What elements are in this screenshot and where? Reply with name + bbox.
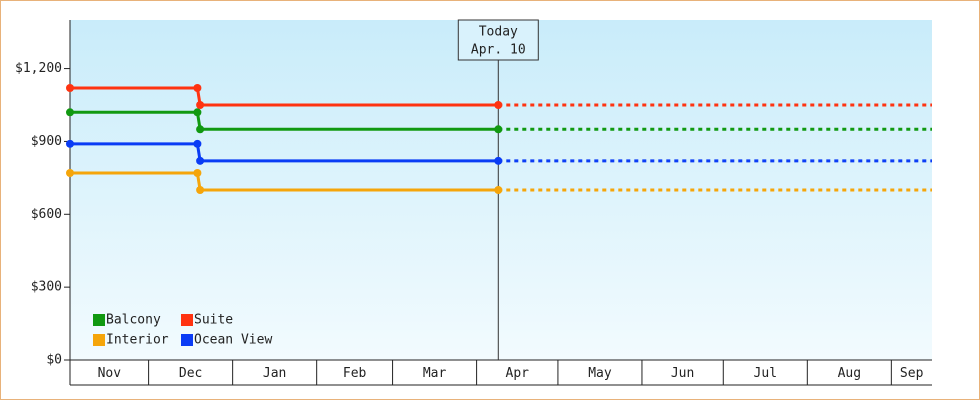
y-tick-label: $600 bbox=[31, 207, 62, 222]
x-tick-label: Apr bbox=[506, 366, 530, 381]
x-tick-label: Jan bbox=[263, 366, 286, 381]
point bbox=[196, 125, 205, 134]
legend-label: Suite bbox=[194, 313, 233, 328]
point bbox=[66, 169, 74, 177]
point bbox=[196, 156, 205, 165]
series-line bbox=[70, 110, 499, 131]
point bbox=[494, 125, 503, 134]
legend-swatch bbox=[93, 334, 105, 346]
point bbox=[494, 156, 503, 165]
x-tick-label: Sep bbox=[900, 366, 924, 381]
series-line bbox=[70, 171, 499, 192]
today-label: Today bbox=[479, 25, 518, 40]
x-tick-label: May bbox=[588, 366, 612, 381]
point bbox=[494, 186, 503, 194]
y-tick-label: $300 bbox=[31, 280, 62, 295]
y-tick-label: $1,200 bbox=[15, 61, 62, 76]
point bbox=[66, 84, 74, 92]
point bbox=[193, 169, 202, 177]
point bbox=[196, 186, 205, 194]
today-box bbox=[457, 19, 539, 61]
point bbox=[193, 139, 202, 148]
x-tick-label: Jun bbox=[671, 366, 694, 381]
point bbox=[66, 108, 74, 117]
legend-swatch bbox=[181, 334, 193, 346]
y-tick-label: $900 bbox=[31, 134, 62, 149]
legend-label: Interior bbox=[106, 333, 169, 348]
legend-swatch bbox=[181, 314, 193, 326]
legend-label: Ocean View bbox=[194, 333, 272, 348]
point bbox=[494, 101, 503, 109]
x-tick-label: Dec bbox=[179, 366, 202, 381]
legend-label: Balcony bbox=[106, 313, 161, 328]
series-line bbox=[70, 86, 499, 107]
x-tick-label: Jul bbox=[754, 366, 777, 381]
x-tick-label: Nov bbox=[98, 366, 122, 381]
point bbox=[196, 101, 205, 109]
legend-swatch bbox=[93, 314, 105, 326]
y-tick-label: $0 bbox=[46, 353, 62, 368]
x-tick-label: Aug bbox=[838, 366, 861, 381]
series-line bbox=[70, 142, 499, 163]
x-tick-label: Mar bbox=[423, 366, 447, 381]
point bbox=[193, 84, 202, 92]
point bbox=[66, 139, 74, 148]
x-tick-label: Feb bbox=[343, 366, 367, 381]
point bbox=[193, 108, 202, 117]
today-date: Apr. 10 bbox=[471, 43, 526, 58]
